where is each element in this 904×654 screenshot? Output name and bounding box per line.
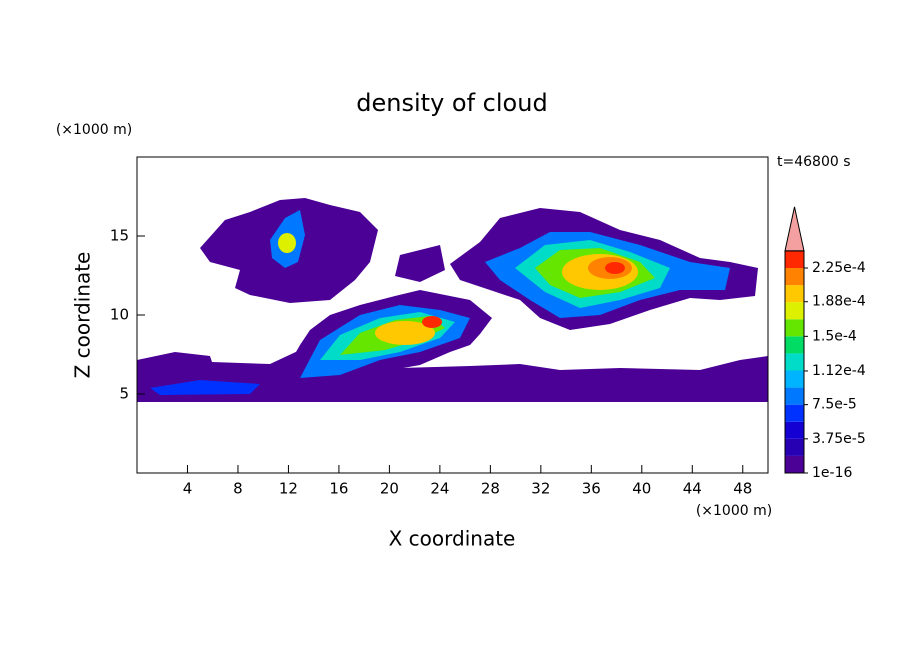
colorbar-band [785,455,804,473]
x-tick-label: 4 [183,480,193,498]
x-axis-label: X coordinate [389,527,516,551]
x-unit: (×1000 m) [696,503,772,519]
colorbar-tick-label: 1.12e-4 [812,363,866,379]
cloud-region [278,233,296,253]
x-tick-label: 32 [531,480,550,498]
y-tick-label: 10 [110,306,129,324]
colorbar-band [785,250,804,268]
y-unit: (×1000 m) [56,122,132,138]
x-tick-label: 48 [733,480,752,498]
annotation: t=46800 s [777,154,851,170]
x-tick-label: 24 [430,480,449,498]
x-tick-label: 20 [380,480,399,498]
x-tick-label: 36 [582,480,601,498]
x-tick-label: 44 [683,480,702,498]
colorbar-tick-label: 2.25e-4 [812,260,866,276]
colorbar-tick-label: 7.5e-5 [812,397,857,413]
x-tick-label: 16 [329,480,348,498]
x-tick-label: 40 [632,480,651,498]
cloud-field [137,198,768,402]
x-tick-label: 28 [481,480,500,498]
cloud-region [605,262,625,274]
y-tick-label: 15 [110,227,129,245]
colorbar-band [785,353,804,371]
x-tick-label: 12 [279,480,298,498]
colorbar-band [785,370,804,388]
colorbar-tick-label: 1.88e-4 [812,294,866,310]
colorbar-band [785,387,804,405]
colorbar-tick-label: 1.5e-4 [812,328,857,344]
cloud-region [375,321,435,345]
y-tick-label: 5 [119,385,129,403]
colorbar-band [785,336,804,354]
colorbar-tick-label: 3.75e-5 [812,431,866,447]
colorbar-band [785,285,804,303]
cloud-region [422,316,442,328]
x-tick-label: 8 [233,480,243,498]
colorbar-band [785,438,804,456]
colorbar-extend [784,206,805,252]
colorbar-band [785,319,804,337]
colorbar-band [785,404,804,422]
colorbar-frame [784,250,805,474]
colorbar-band [785,302,804,320]
cloud-region [150,380,260,395]
colorbar-band [785,268,804,286]
colorbar-band [785,421,804,439]
y-axis-label: Z coordinate [71,252,95,379]
cloud-region [395,245,445,282]
chart-title: density of cloud [356,89,547,117]
colorbar-tick-label: 1e-16 [812,465,852,481]
